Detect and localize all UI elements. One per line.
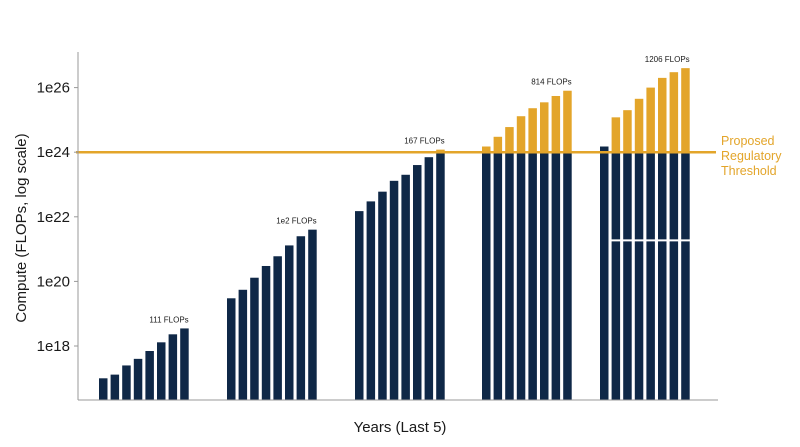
y-tick-label: 1e24 — [37, 144, 70, 161]
group-3-flops-label: 167 FLOPs — [404, 137, 444, 146]
bar-g1-3 — [122, 365, 131, 400]
labels-layer: 111 FLOPs 1e2 FLOPs 167 FLOPs 814 FLOPs 1206… — [149, 55, 782, 324]
bar-g2-1 — [227, 298, 236, 400]
bar-g5-1 — [600, 146, 609, 400]
bar-g5-3-above — [623, 110, 632, 153]
bar-g2-6 — [285, 245, 294, 400]
bar-g3-8-below — [436, 152, 445, 400]
bar-g4-6-below — [540, 152, 549, 400]
bar-g3-6 — [413, 165, 422, 400]
bar-g5-7-base — [669, 241, 679, 400]
bar-g4-2-below — [493, 152, 503, 400]
bar-g4-5-above — [528, 108, 537, 153]
threshold-label-line-1: Proposed — [721, 134, 775, 148]
bar-g3-1 — [355, 211, 364, 400]
bar-g4-8-above — [563, 90, 572, 153]
bar-g4-7-below — [551, 152, 561, 400]
bar-g4-4-below — [516, 152, 526, 400]
bar-g1-7 — [168, 334, 178, 400]
bar-g4-4-above — [516, 116, 526, 153]
bar-g5-8-above — [681, 68, 690, 153]
bar-g4-2-above — [493, 136, 503, 153]
bar-g2-2 — [238, 289, 248, 400]
bar-g4-7-above — [551, 95, 561, 153]
y-axis-title: Compute (FLOPs, log scale) — [13, 133, 30, 322]
bar-g3-2 — [366, 201, 376, 400]
bar-g3-5 — [401, 174, 410, 400]
bar-g1-4 — [133, 358, 143, 400]
bar-g5-7-below — [669, 152, 679, 240]
group-5-flops-label: 1206 FLOPs — [645, 55, 690, 64]
bar-g5-8-base — [681, 241, 690, 400]
axes-layer: 1e18 1e20 1e22 1e24 1e26 — [37, 52, 718, 401]
bar-g5-5-below — [646, 152, 655, 240]
bar-g5-6-base — [658, 241, 667, 400]
bar-g5-5-above — [646, 87, 655, 153]
bar-g5-2-base — [611, 241, 621, 400]
bar-g5-8-below — [681, 152, 690, 240]
bar-g5-4-base — [634, 241, 644, 400]
bar-g2-3 — [250, 277, 259, 400]
bar-g1-8 — [180, 328, 189, 400]
y-tick-label: 1e18 — [37, 338, 70, 355]
bar-g3-7 — [424, 157, 434, 400]
bar-g5-3-below — [623, 152, 632, 240]
bars-layer — [99, 68, 690, 400]
bar-g4-5-below — [528, 152, 537, 400]
y-tick-label: 1e26 — [37, 80, 70, 97]
bar-g5-4-below — [634, 152, 644, 240]
bar-g5-2-below — [611, 152, 621, 240]
bar-g2-5 — [273, 256, 282, 400]
threshold-label-line-2: Regulatory — [721, 149, 782, 163]
bar-g5-6-below — [658, 152, 667, 240]
bar-g3-4 — [389, 180, 399, 400]
group-4-flops-label: 814 FLOPs — [531, 78, 571, 87]
bar-g4-6-above — [540, 102, 549, 153]
threshold-label-line-3: Threshold — [721, 164, 777, 178]
bar-g5-4-above — [634, 98, 644, 153]
bar-g1-6 — [157, 342, 166, 400]
bar-g4-3-below — [505, 152, 514, 400]
bar-g4-1-below — [482, 152, 491, 400]
bar-g2-4 — [261, 265, 271, 400]
bar-g1-2 — [110, 374, 120, 400]
bar-g5-5-base — [646, 241, 655, 400]
bar-g5-7-above — [669, 72, 679, 153]
bar-g5-6-above — [658, 77, 667, 153]
bar-g3-3 — [378, 191, 387, 400]
group-2-flops-label: 1e2 FLOPs — [276, 217, 316, 226]
bar-g3-8-above — [436, 149, 445, 153]
y-tick-label: 1e20 — [37, 273, 70, 290]
bar-g1-1 — [99, 378, 108, 400]
bar-g4-3-above — [505, 127, 514, 153]
bar-g2-7 — [296, 236, 306, 400]
bar-g5-3-base — [623, 241, 632, 400]
bar-g5-2-above — [611, 117, 621, 153]
bar-g4-8-below — [563, 152, 572, 400]
group-1-flops-label: 111 FLOPs — [149, 315, 188, 324]
y-tick-label: 1e22 — [37, 209, 70, 226]
x-axis-title: Years (Last 5) — [354, 419, 447, 436]
bar-g2-8 — [308, 229, 317, 400]
bar-g4-1-above — [482, 146, 491, 153]
bar-g1-5 — [145, 351, 154, 400]
